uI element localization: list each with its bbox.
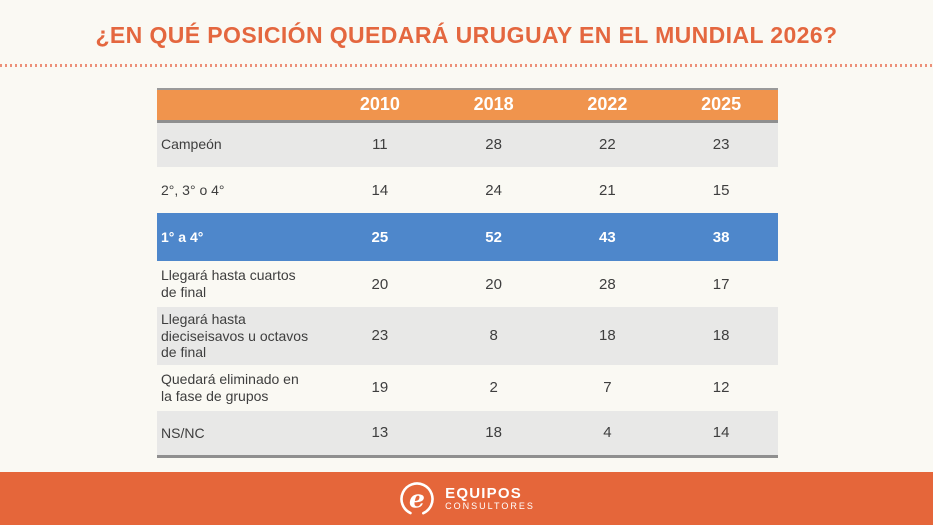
- column-header: 2018: [436, 88, 551, 123]
- cell-value: 23: [712, 136, 730, 154]
- table-row: 1° a 4° 25 52 43 38: [157, 213, 778, 261]
- cell-value: 43: [599, 228, 616, 246]
- cell-value: 13: [371, 424, 389, 442]
- row-label: Llegará hasta cuartos de final: [161, 267, 296, 300]
- cell-value: 11: [372, 136, 388, 154]
- row-label: NS/NC: [161, 424, 205, 441]
- table-row: 2°, 3° o 4° 14 24 21 15: [157, 167, 778, 213]
- table-body: Campeón 11 28 22 23 2°, 3° o 4° 14 24 21 15 1° a 4…: [157, 121, 778, 457]
- svg-text:e: e: [409, 484, 425, 513]
- cell-value: 28: [599, 275, 616, 293]
- row-label: Campeón: [161, 136, 222, 153]
- cell-value: 18: [599, 327, 616, 345]
- row-label: 1° a 4°: [161, 228, 204, 245]
- table-row: NS/NC 13 18 4 14: [157, 410, 778, 457]
- page-title: ¿EN QUÉ POSICIÓN QUEDARÁ URUGUAY EN EL M…: [95, 22, 838, 48]
- cell-value: 24: [485, 181, 502, 199]
- survey-table: 2010 2018 2022 2025 Campeón 11 28 22 23 2°, 3° o…: [157, 88, 778, 459]
- cell-value: 8: [489, 327, 498, 345]
- column-header: 2025: [664, 88, 778, 123]
- brand-text: EQUIPOS CONSULTORES: [445, 486, 535, 511]
- footer-bar: e EQUIPOS CONSULTORES: [0, 472, 933, 525]
- cell-value: 19: [371, 379, 389, 397]
- table-row: Llegará hasta dieciseisavos u octavos de…: [157, 307, 778, 365]
- cell-value: 21: [599, 181, 616, 199]
- cell-value: 20: [485, 275, 502, 293]
- brand-name: EQUIPOS: [445, 484, 522, 502]
- row-label: Llegará hasta dieciseisavos u octavos de…: [161, 311, 309, 361]
- cell-value: 2: [489, 379, 498, 397]
- column-header: 2010: [323, 88, 437, 123]
- cell-value: 4: [603, 424, 612, 442]
- cell-value: 14: [371, 181, 389, 199]
- table-row: Llegará hasta cuartos de final 20 20 28 17: [157, 261, 778, 307]
- row-label: Quedará eliminado en la fase de grupos: [161, 371, 299, 404]
- cell-value: 14: [712, 424, 730, 442]
- cell-value: 17: [712, 275, 730, 293]
- cell-value: 18: [485, 424, 502, 442]
- empty-header-cell: [157, 88, 323, 123]
- equipos-logo: e EQUIPOS CONSULTORES: [398, 480, 535, 518]
- column-header: 2022: [550, 88, 665, 123]
- cell-value: 7: [603, 379, 612, 397]
- dotted-divider: [0, 64, 933, 67]
- cell-value: 18: [712, 327, 730, 345]
- equipos-e-icon: e: [398, 480, 436, 518]
- row-label: 2°, 3° o 4°: [161, 181, 225, 198]
- cell-value: 23: [371, 327, 389, 345]
- cell-value: 20: [371, 275, 389, 293]
- cell-value: 28: [485, 136, 502, 154]
- cell-value: 25: [371, 228, 389, 246]
- cell-value: 15: [712, 181, 730, 199]
- cell-value: 38: [712, 228, 730, 246]
- cell-value: 52: [485, 228, 502, 246]
- table-header-row: 2010 2018 2022 2025: [157, 88, 778, 123]
- cell-value: 12: [712, 379, 730, 397]
- brand-subtitle: CONSULTORES: [445, 500, 535, 511]
- table-row: Campeón 11 28 22 23: [157, 121, 778, 167]
- results-table: 2010 2018 2022 2025 Campeón 11 28 22 23 2°, 3° o…: [157, 88, 778, 459]
- table-row: Quedará eliminado en la fase de grupos 19…: [157, 365, 778, 411]
- cell-value: 22: [599, 136, 616, 154]
